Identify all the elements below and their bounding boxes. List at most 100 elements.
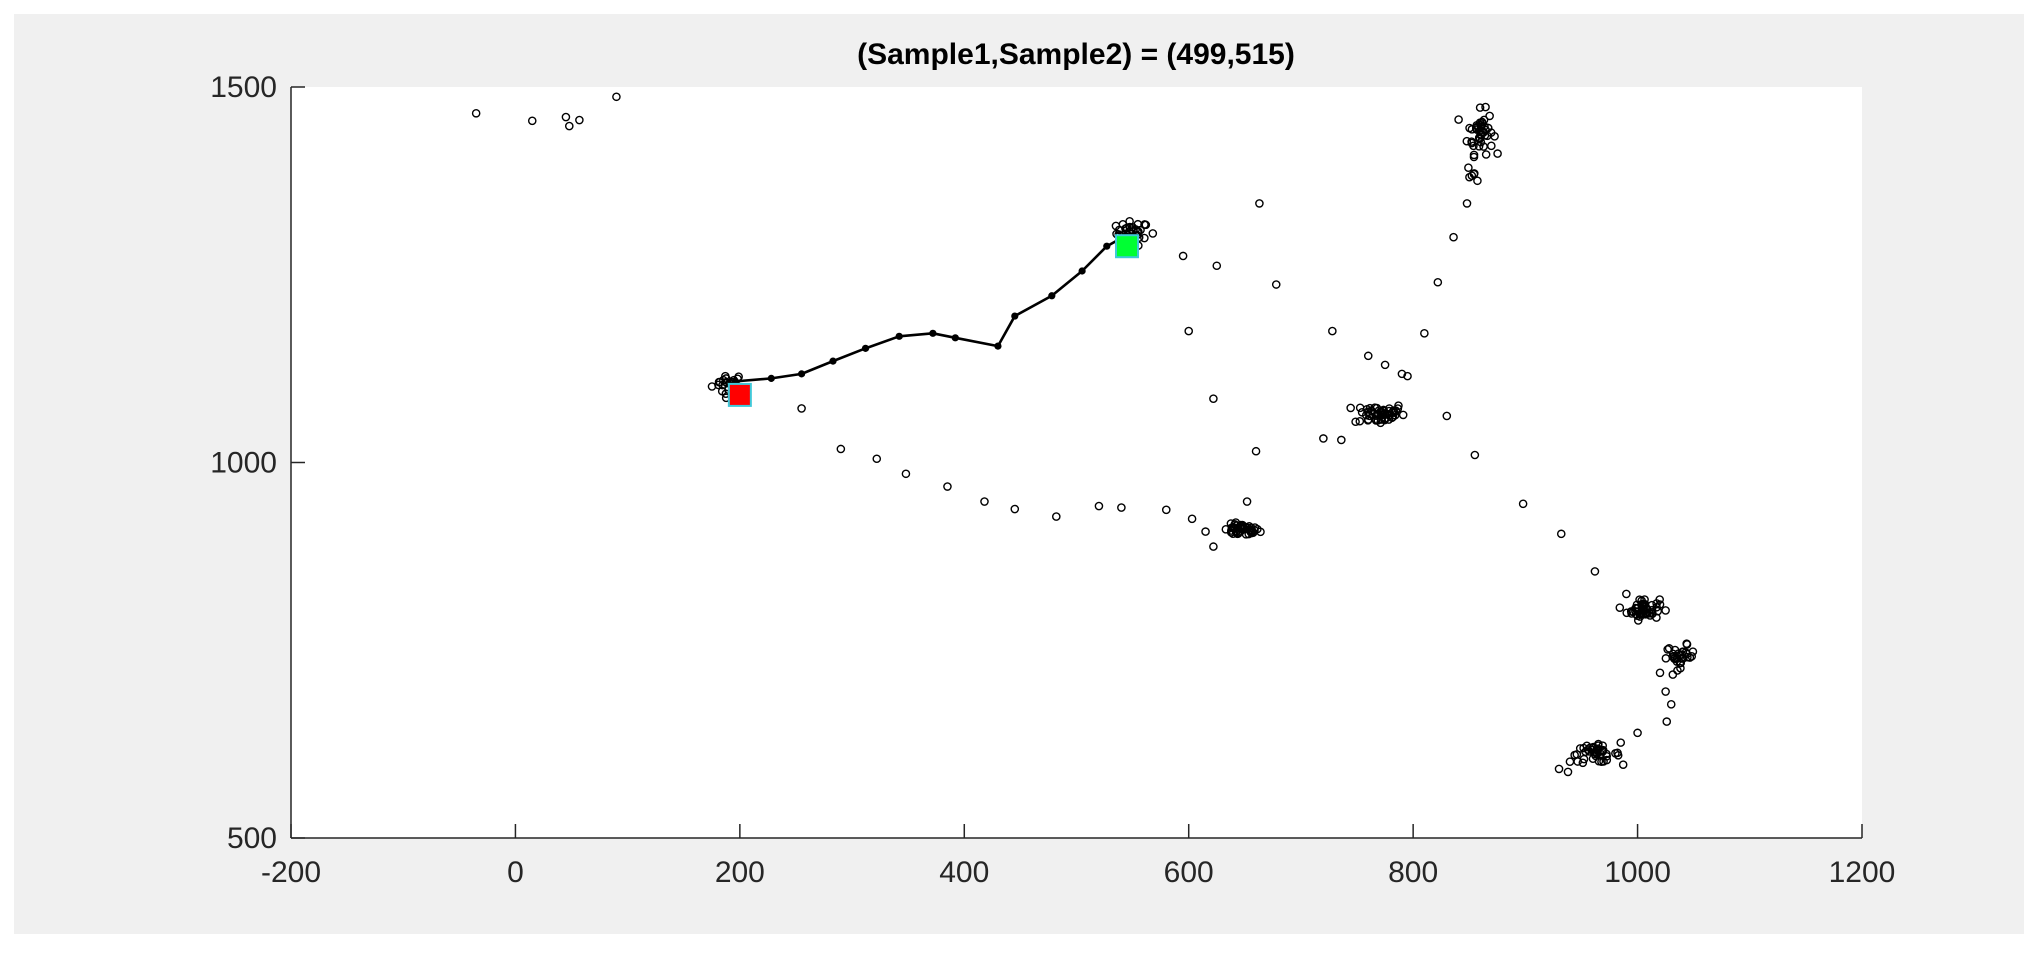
data-point xyxy=(836,444,846,454)
data-point xyxy=(1633,603,1643,613)
data-point xyxy=(1111,221,1121,231)
data-point xyxy=(1666,700,1676,709)
data-point xyxy=(1241,530,1251,539)
data-point xyxy=(1593,741,1603,750)
path-vertex xyxy=(861,344,870,352)
data-point xyxy=(1585,743,1595,753)
data-point xyxy=(1212,261,1222,271)
path-vertex xyxy=(994,342,1002,350)
chart-title: (Sample1,Sample2) = (499,515) xyxy=(857,38,1295,71)
data-point xyxy=(527,116,537,126)
data-point xyxy=(1637,596,1646,606)
data-point xyxy=(1140,220,1150,229)
data-point xyxy=(1602,755,1612,765)
data-point xyxy=(1363,416,1373,425)
data-point xyxy=(1403,371,1412,381)
data-point xyxy=(1178,251,1188,261)
data-point xyxy=(1462,136,1472,146)
data-point xyxy=(1388,407,1398,416)
data-point xyxy=(1518,499,1528,509)
data-point xyxy=(797,404,806,413)
data-point xyxy=(1346,403,1355,413)
data-point xyxy=(1470,450,1480,460)
data-point xyxy=(1442,411,1452,421)
data-point xyxy=(1485,111,1494,121)
data-point xyxy=(1472,121,1482,130)
data-point xyxy=(1622,589,1631,599)
data-point xyxy=(1664,644,1674,653)
path-vertex xyxy=(1011,312,1019,320)
data-point xyxy=(1473,176,1482,186)
data-point xyxy=(471,108,481,118)
data-point xyxy=(1490,131,1499,141)
path-vertex xyxy=(829,357,837,365)
data-point xyxy=(1682,640,1692,649)
axes-background xyxy=(291,87,1862,838)
data-point xyxy=(1652,602,1661,612)
data-point xyxy=(1462,199,1472,208)
y-tick-label: 1000 xyxy=(210,447,277,480)
data-point xyxy=(1663,645,1672,654)
data-point xyxy=(1474,141,1484,151)
data-point xyxy=(1094,501,1104,511)
path-line xyxy=(735,234,1127,383)
data-point xyxy=(1469,152,1479,162)
data-point xyxy=(1187,514,1197,524)
data-point xyxy=(1355,416,1365,426)
data-point xyxy=(1449,232,1458,242)
data-point xyxy=(1246,523,1256,533)
x-tick-label: 0 xyxy=(507,856,524,889)
data-point xyxy=(1271,280,1281,289)
scatter-plot: -200 0 200 400 600 800 1000 1200 500 1000 1500 (Sa… xyxy=(210,38,1896,889)
data-point xyxy=(1379,405,1388,415)
data-point xyxy=(1052,512,1061,521)
data-point xyxy=(1476,137,1486,147)
data-point xyxy=(1373,416,1383,425)
data-point xyxy=(1363,407,1373,416)
data-point xyxy=(564,121,574,131)
data-point xyxy=(1389,408,1399,417)
data-point xyxy=(1140,233,1149,243)
data-point xyxy=(1661,606,1670,615)
x-tick-label: -200 xyxy=(261,856,321,889)
data-point xyxy=(612,92,621,102)
data-point xyxy=(872,454,882,464)
data-point xyxy=(1673,666,1682,675)
x-tick-label: 800 xyxy=(1388,856,1438,889)
data-point xyxy=(1117,503,1126,512)
data-point xyxy=(1670,654,1679,663)
data-point xyxy=(1351,417,1360,427)
data-point xyxy=(1465,172,1474,182)
data-point xyxy=(1209,542,1218,551)
data-point xyxy=(1493,149,1502,158)
data-point xyxy=(1242,497,1252,506)
path-vertex xyxy=(797,370,806,378)
data-points xyxy=(471,92,1698,777)
path-vertex xyxy=(951,334,959,342)
data-point xyxy=(1554,764,1564,774)
path-vertex xyxy=(1048,292,1056,300)
data-point xyxy=(1616,738,1626,747)
start-marker-red-square xyxy=(727,382,752,407)
path-vertex xyxy=(1078,267,1086,275)
data-point xyxy=(1483,123,1493,133)
data-point xyxy=(1328,326,1337,336)
data-point xyxy=(1618,760,1628,769)
path-vertex xyxy=(767,374,775,382)
x-tick-label: 200 xyxy=(715,856,765,889)
data-point xyxy=(1476,129,1485,139)
data-point xyxy=(1635,612,1645,621)
data-point xyxy=(1226,519,1236,528)
data-point xyxy=(1363,351,1373,361)
data-point xyxy=(718,380,727,390)
data-point xyxy=(1478,119,1487,128)
data-point xyxy=(1161,505,1171,515)
x-tick-label: 1000 xyxy=(1604,856,1671,889)
data-point xyxy=(1481,125,1490,135)
path-vertex xyxy=(1103,242,1111,250)
data-point xyxy=(1475,133,1485,143)
data-point xyxy=(1590,749,1599,759)
x-tick-label: 1200 xyxy=(1829,856,1896,889)
data-point xyxy=(1481,102,1490,112)
data-point xyxy=(1598,745,1608,755)
